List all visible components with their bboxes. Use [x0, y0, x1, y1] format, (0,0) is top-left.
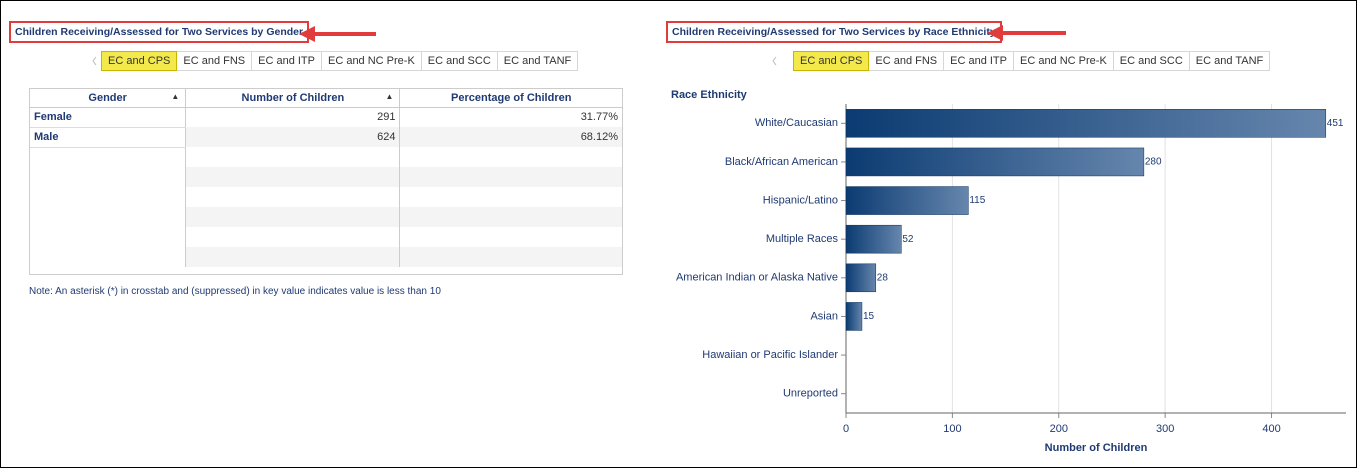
table-row: Female 291 31.77%: [30, 107, 622, 128]
column-header[interactable]: Percentage of Children: [400, 89, 622, 107]
table-cell: 291: [185, 107, 401, 127]
note: Note: An asterisk (*) in crosstab and (s…: [29, 286, 441, 297]
table-row: [30, 147, 622, 167]
bar: [845, 147, 1145, 177]
table-row: Male 624 68.12%: [30, 127, 622, 148]
table-cell: [30, 147, 187, 167]
x-tick-label: 200: [1050, 423, 1068, 435]
bar: [845, 302, 863, 331]
y-tick-label: Multiple Races: [766, 233, 839, 245]
table-cell: [185, 227, 401, 247]
sort-icon: ▲: [385, 92, 394, 101]
tab[interactable]: EC and CPS: [793, 51, 870, 71]
table-cell: 31.77%: [399, 107, 622, 127]
table: Gender ▲ Number of Children ▲ Percentage of …: [30, 89, 622, 267]
data-label: 451: [1327, 118, 1344, 129]
y-tick-label: Unreported: [783, 388, 838, 400]
x-tick-label: 300: [1156, 423, 1174, 435]
bar: [845, 186, 969, 215]
tab[interactable]: EC and SCC: [421, 51, 498, 71]
red-arrow: [299, 25, 1066, 42]
table-cell: [30, 247, 187, 267]
tab[interactable]: EC and CPS: [101, 51, 178, 71]
table-cell: [30, 167, 187, 187]
table-cell: [399, 247, 622, 267]
table-cell: Female: [30, 107, 187, 128]
table-cell: [399, 227, 622, 247]
tab-bar: EC and CPS EC and FNS EC and ITP EC and NC …: [101, 51, 579, 71]
bar: [845, 224, 902, 254]
y-tick-label: Hawaiian or Pacific Islander: [702, 349, 838, 361]
table-frame: Gender ▲ Number of Children ▲ Percentage of …: [29, 88, 623, 275]
tab[interactable]: EC and ITP: [252, 51, 322, 71]
header-row: Gender ▲ Number of Children ▲ Percentage of …: [30, 89, 622, 107]
tab-bar: EC and CPS EC and FNS EC and ITP EC and NC …: [793, 51, 1271, 71]
sort-icon: ▲: [171, 92, 180, 101]
column-header[interactable]: Number of Children ▲: [185, 89, 401, 107]
table-cell: [399, 167, 622, 187]
table-cell: [399, 187, 622, 207]
column-header[interactable]: Gender ▲: [30, 89, 187, 107]
table-row: [30, 207, 622, 227]
x-tick-label: 100: [943, 423, 961, 435]
tab[interactable]: EC and TANF: [497, 51, 579, 71]
table-cell: [30, 227, 187, 247]
bar: [845, 109, 1327, 138]
table-cell: 68.12%: [399, 127, 622, 147]
y-tick-label: Hispanic/Latino: [763, 194, 838, 206]
chart: Race Ethnicity Number of Children 0 100 20…: [671, 89, 1346, 454]
data-label: 15: [863, 311, 875, 322]
tab[interactable]: EC and FNS: [177, 51, 253, 71]
y-tick-label: Black/African American: [725, 156, 838, 168]
table-row: [30, 167, 622, 187]
table-cell: [185, 207, 401, 227]
y-tick-label: American Indian or Alaska Native: [676, 272, 838, 284]
table-row: [30, 227, 622, 247]
table-cell: Male: [30, 127, 187, 148]
x-tick-label: 400: [1262, 423, 1280, 435]
bar: [845, 263, 877, 293]
axis-title: Race Ethnicity: [671, 89, 748, 101]
table-cell: [185, 147, 401, 167]
tab[interactable]: EC and NC Pre-K: [321, 51, 422, 71]
header-text: Percentage of Children: [451, 91, 572, 104]
tab[interactable]: EC and SCC: [1113, 51, 1190, 71]
header-text: Gender: [88, 91, 127, 104]
table-cell: [399, 207, 622, 227]
table-cell: [30, 187, 187, 207]
table-row: [30, 187, 622, 207]
tab[interactable]: EC and FNS: [869, 51, 945, 71]
y-tick-label: Asian: [810, 310, 838, 322]
y-tick-label: White/Caucasian: [755, 117, 838, 129]
x-tick-label: 0: [843, 423, 849, 435]
data-label: 28: [877, 272, 889, 283]
table-cell: [185, 167, 401, 187]
table-cell: [185, 187, 401, 207]
data-label: 115: [969, 195, 985, 206]
table-cell: 624: [185, 127, 401, 147]
tab[interactable]: EC and TANF: [1189, 51, 1271, 71]
x-axis-label: Number of Children: [1045, 442, 1148, 454]
table-cell: [399, 147, 622, 167]
header-text: Number of Children: [241, 91, 345, 104]
tab[interactable]: EC and ITP: [944, 51, 1014, 71]
data-label: 52: [902, 234, 914, 245]
table-cell: [30, 207, 187, 227]
table-row: [30, 247, 622, 267]
table-cell: [185, 247, 401, 267]
tab[interactable]: EC and NC Pre-K: [1013, 51, 1114, 71]
data-label: 280: [1145, 157, 1162, 168]
